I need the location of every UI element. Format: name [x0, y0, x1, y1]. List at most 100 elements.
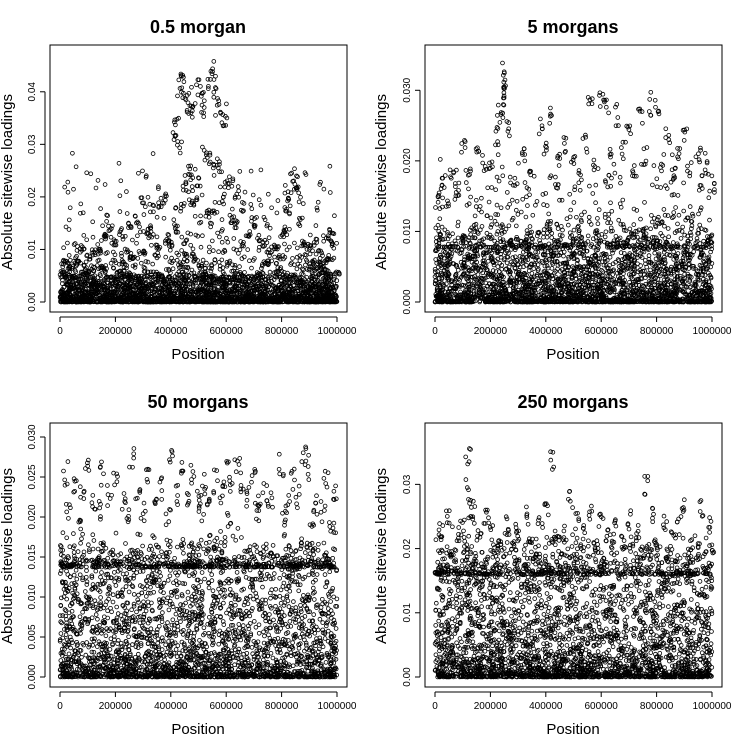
data-point	[121, 235, 125, 239]
data-point	[226, 240, 230, 244]
data-point	[230, 207, 234, 211]
data-point	[191, 247, 195, 251]
data-point	[293, 241, 297, 245]
data-point	[91, 220, 95, 224]
data-point	[259, 168, 263, 172]
data-point	[582, 256, 586, 260]
data-point	[297, 191, 301, 195]
data-point	[202, 99, 206, 103]
data-point	[101, 224, 105, 228]
data-point	[66, 180, 70, 184]
data-point	[79, 202, 83, 206]
data-point	[180, 140, 184, 144]
data-point	[137, 171, 141, 175]
data-point	[295, 246, 299, 250]
points-layer	[433, 61, 716, 304]
data-point	[214, 114, 218, 118]
x-axis-title: Position	[171, 346, 224, 363]
data-point	[249, 169, 253, 173]
data-point	[159, 196, 163, 200]
data-point	[260, 267, 264, 271]
data-point	[672, 250, 676, 254]
data-point	[513, 255, 517, 259]
data-point	[220, 240, 224, 244]
data-point	[267, 236, 271, 240]
data-point	[201, 234, 205, 238]
x-tick-label: 1000000	[318, 326, 357, 337]
data-point	[217, 260, 221, 264]
data-point	[213, 200, 217, 204]
data-point	[67, 218, 71, 222]
data-point	[190, 85, 194, 89]
y-tick-label: 0.04	[27, 82, 38, 102]
data-point	[67, 254, 71, 258]
data-point	[103, 183, 107, 187]
data-point	[155, 235, 159, 239]
y-axis-title: Absolute sitewise loadings	[0, 94, 16, 270]
data-point	[289, 172, 293, 176]
data-point	[164, 255, 168, 259]
data-point	[193, 214, 197, 218]
data-point	[238, 265, 242, 269]
points-layer	[58, 60, 341, 304]
data-point	[218, 235, 222, 239]
data-point	[155, 215, 159, 219]
data-point	[249, 203, 253, 207]
data-point	[151, 152, 155, 156]
data-point	[150, 243, 154, 247]
x-tick-label: 600000	[210, 326, 244, 337]
data-point	[212, 90, 216, 94]
data-point	[653, 251, 657, 255]
data-point	[322, 187, 326, 191]
data-point	[180, 249, 184, 253]
data-point	[288, 204, 292, 208]
data-point	[217, 250, 221, 254]
data-point	[182, 80, 186, 84]
data-point	[328, 164, 332, 168]
data-point	[183, 174, 187, 178]
data-point	[100, 239, 104, 243]
data-point	[207, 250, 211, 254]
data-point	[146, 195, 150, 199]
data-point	[99, 207, 103, 211]
data-point	[301, 267, 305, 271]
data-point	[185, 238, 189, 242]
data-point	[321, 254, 325, 258]
y-tick-label: 0.02	[27, 187, 38, 207]
data-point	[195, 83, 199, 87]
data-point	[216, 231, 220, 235]
data-point	[238, 248, 242, 252]
data-point	[550, 267, 554, 271]
data-point	[285, 248, 289, 252]
data-point	[220, 218, 224, 222]
data-point	[275, 211, 279, 215]
data-point	[219, 185, 223, 189]
data-point	[119, 179, 123, 183]
data-point	[266, 192, 270, 196]
data-point	[202, 106, 206, 110]
data-point	[212, 174, 216, 178]
data-point	[200, 193, 204, 197]
data-point	[120, 254, 124, 258]
data-point	[319, 180, 323, 184]
data-point	[232, 237, 236, 241]
y-tick-label: 0.01	[27, 239, 38, 259]
data-point	[301, 202, 305, 206]
data-point	[167, 233, 171, 237]
data-point	[68, 206, 72, 210]
data-point	[142, 213, 146, 217]
data-point	[276, 199, 280, 203]
data-point	[199, 214, 203, 218]
data-point	[178, 146, 182, 150]
data-point	[72, 187, 76, 191]
data-point	[243, 190, 247, 194]
panel-title: 0.5 morgan	[150, 17, 246, 37]
x-tick-label: 800000	[265, 326, 299, 337]
data-point	[91, 235, 95, 239]
data-point	[189, 243, 193, 247]
y-tick-label: 0.00	[27, 292, 38, 312]
data-point	[136, 234, 140, 238]
data-point	[293, 182, 297, 186]
